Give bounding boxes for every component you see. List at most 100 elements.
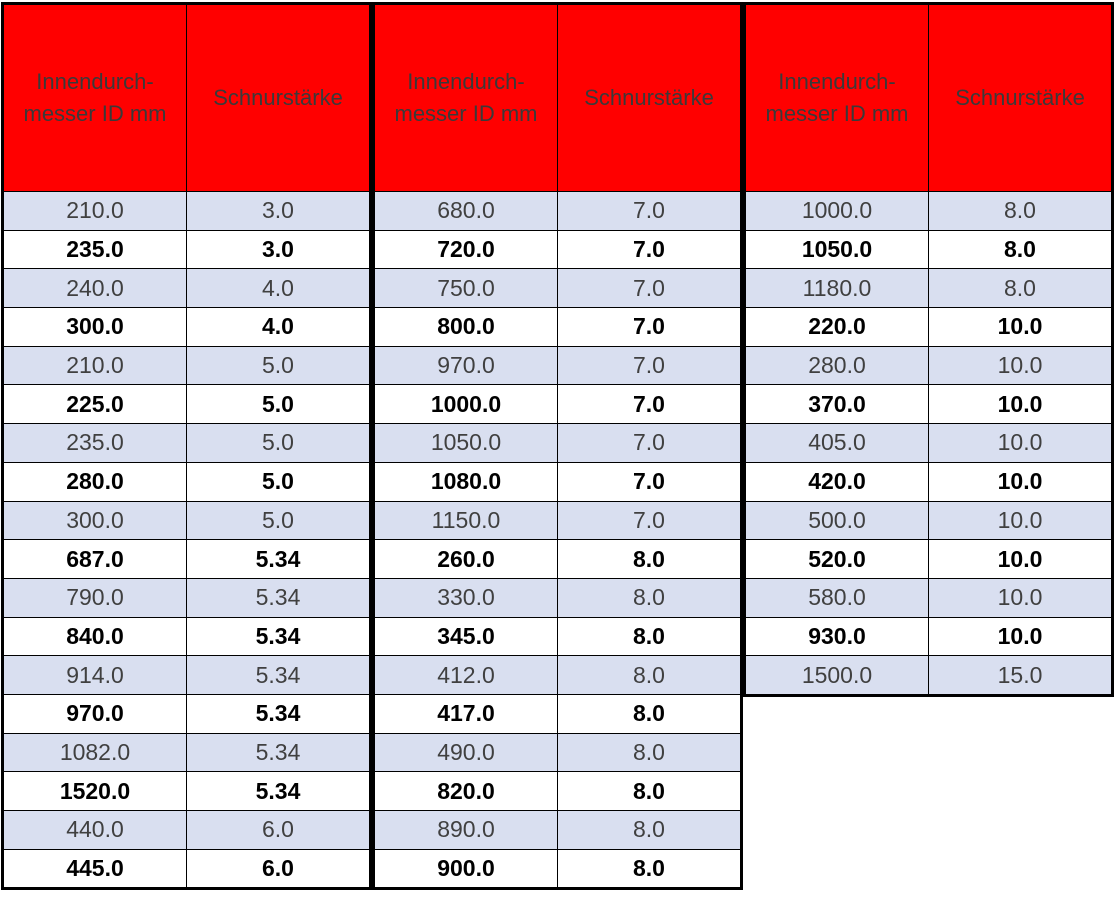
cell: 890.0 xyxy=(373,810,558,850)
table-row: 520.0 10.0 xyxy=(744,539,1113,579)
cell: 10.0 xyxy=(928,539,1113,579)
cell: 10.0 xyxy=(928,616,1113,657)
cell: 820.0 xyxy=(373,771,558,811)
cell: 330.0 xyxy=(373,577,558,618)
cell: 300.0 xyxy=(2,307,187,347)
cell: 8.0 xyxy=(928,229,1113,270)
header-cell: Schnurstärke xyxy=(928,3,1113,192)
table-row: 220.0 10.0 xyxy=(744,307,1113,347)
cell: 500.0 xyxy=(744,500,929,541)
table-row: 1050.0 7.0 xyxy=(373,423,742,463)
cell: 300.0 xyxy=(2,500,187,541)
cell: 8.0 xyxy=(557,732,742,773)
cell: 8.0 xyxy=(557,693,742,734)
cell: 10.0 xyxy=(928,577,1113,618)
cell: 412.0 xyxy=(373,655,558,695)
cell: 225.0 xyxy=(2,384,187,425)
table-row: 914.0 5.34 xyxy=(2,655,371,695)
cell: 8.0 xyxy=(557,771,742,811)
table-row: 820.0 8.0 xyxy=(373,771,742,811)
cell: 914.0 xyxy=(2,655,187,695)
cell: 260.0 xyxy=(373,539,558,579)
table-row: 840.0 5.34 xyxy=(2,616,371,657)
table-row: 420.0 10.0 xyxy=(744,461,1113,502)
table-row: 1080.0 7.0 xyxy=(373,461,742,502)
table-row: 240.0 4.0 xyxy=(2,268,371,309)
cell: 580.0 xyxy=(744,577,929,618)
cell: 7.0 xyxy=(557,345,742,386)
cell: 1080.0 xyxy=(373,461,558,502)
header-cell: Schnurstärke xyxy=(186,3,371,192)
cell: 5.0 xyxy=(186,384,371,425)
cell: 10.0 xyxy=(928,307,1113,347)
cell: 10.0 xyxy=(928,461,1113,502)
cell: 345.0 xyxy=(373,616,558,657)
table-row: 687.0 5.34 xyxy=(2,539,371,579)
cell: 7.0 xyxy=(557,307,742,347)
table-row: 1082.0 5.34 xyxy=(2,732,371,773)
cell: 1150.0 xyxy=(373,500,558,541)
table-row: 720.0 7.0 xyxy=(373,229,742,270)
cell: 5.34 xyxy=(186,693,371,734)
cell: 520.0 xyxy=(744,539,929,579)
cell: 7.0 xyxy=(557,384,742,425)
cell: 15.0 xyxy=(928,655,1113,696)
cell: 7.0 xyxy=(557,229,742,270)
table-row: 970.0 5.34 xyxy=(2,693,371,734)
table-row: 580.0 10.0 xyxy=(744,577,1113,618)
cell: 7.0 xyxy=(557,423,742,463)
cell: 8.0 xyxy=(557,655,742,695)
cell: 3.0 xyxy=(186,191,371,231)
table-row: 440.0 6.0 xyxy=(2,810,371,850)
table-row: 1000.0 7.0 xyxy=(373,384,742,425)
cell: 490.0 xyxy=(373,732,558,773)
table-row: 800.0 7.0 xyxy=(373,307,742,347)
cell: 8.0 xyxy=(557,616,742,657)
cell: 5.0 xyxy=(186,345,371,386)
table-row: 210.0 5.0 xyxy=(2,345,371,386)
cell: 930.0 xyxy=(744,616,929,657)
cell: 840.0 xyxy=(2,616,187,657)
cell: 10.0 xyxy=(928,384,1113,425)
cell: 7.0 xyxy=(557,268,742,309)
cell: 280.0 xyxy=(744,345,929,386)
cell: 5.34 xyxy=(186,771,371,811)
cell: 1500.0 xyxy=(744,655,929,696)
table-row: 490.0 8.0 xyxy=(373,732,742,773)
cell: 220.0 xyxy=(744,307,929,347)
cell: 10.0 xyxy=(928,345,1113,386)
cell: 405.0 xyxy=(744,423,929,463)
header-row: Innendurch-messer ID mm Schnurstärke xyxy=(744,3,1113,192)
header-row: Innendurch-messer ID mm Schnurstärke xyxy=(2,3,371,192)
cell: 8.0 xyxy=(928,268,1113,309)
cell: 420.0 xyxy=(744,461,929,502)
cell: 1050.0 xyxy=(744,229,929,270)
table-row: 417.0 8.0 xyxy=(373,693,742,734)
cell: 280.0 xyxy=(2,461,187,502)
cell: 8.0 xyxy=(557,848,742,890)
table-row: 970.0 7.0 xyxy=(373,345,742,386)
cell: 5.34 xyxy=(186,616,371,657)
table-row: 210.0 3.0 xyxy=(2,191,371,231)
cell: 4.0 xyxy=(186,268,371,309)
cell: 687.0 xyxy=(2,539,187,579)
table-row: 680.0 7.0 xyxy=(373,191,742,231)
cell: 5.34 xyxy=(186,577,371,618)
cell: 6.0 xyxy=(186,848,371,890)
cell: 7.0 xyxy=(557,500,742,541)
table-row: 1180.0 8.0 xyxy=(744,268,1113,309)
header-row: Innendurch-messer ID mm Schnurstärke xyxy=(373,3,742,192)
cell: 10.0 xyxy=(928,423,1113,463)
cell: 5.0 xyxy=(186,500,371,541)
cell: 210.0 xyxy=(2,345,187,386)
cell: 1050.0 xyxy=(373,423,558,463)
cell: 900.0 xyxy=(373,848,558,890)
table-row: 235.0 5.0 xyxy=(2,423,371,463)
cell: 8.0 xyxy=(557,577,742,618)
cell: 370.0 xyxy=(744,384,929,425)
cell: 1520.0 xyxy=(2,771,187,811)
table-row: 1150.0 7.0 xyxy=(373,500,742,541)
table-row: 930.0 10.0 xyxy=(744,616,1113,657)
cell: 6.0 xyxy=(186,810,371,850)
